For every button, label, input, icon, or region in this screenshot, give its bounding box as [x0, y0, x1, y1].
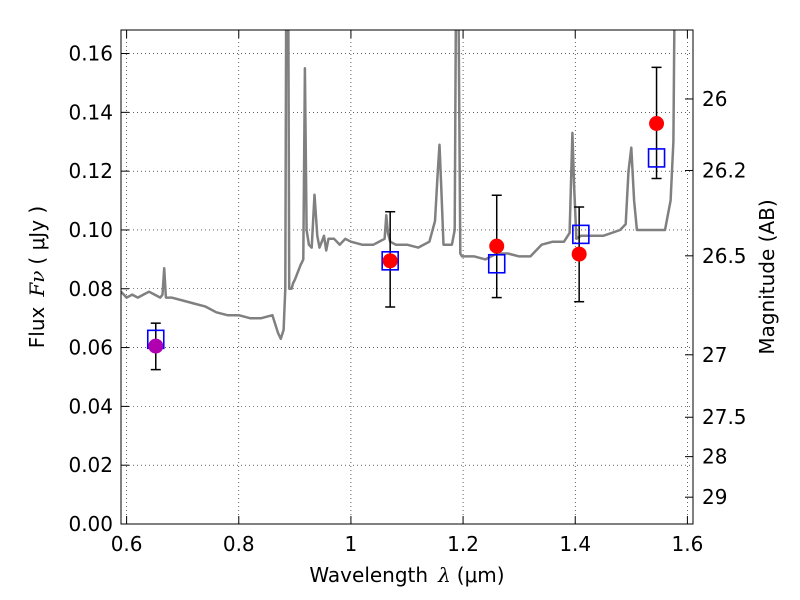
observed-flux-point — [571, 246, 587, 262]
y-tick-label: 0.12 — [68, 159, 113, 183]
x-axis-label: Wavelength λ (μm) — [309, 563, 504, 587]
x-tick-label: 1.6 — [671, 532, 703, 556]
model-spectrum-line — [121, 30, 676, 341]
mag-tick-label: 26.2 — [702, 158, 747, 182]
y-tick-label: 0.06 — [68, 336, 113, 360]
model-flux-square — [647, 148, 666, 168]
model-spectrum-layer — [121, 30, 676, 341]
mag-tick-label: 26 — [702, 87, 727, 111]
y-tick-label: 0.02 — [68, 453, 113, 477]
mag-tick-label: 29 — [702, 485, 727, 509]
y-tick-label: 0.16 — [68, 42, 113, 66]
model-flux-square — [572, 224, 590, 245]
data-points-layer — [146, 66, 666, 371]
y-tick-label: 0.08 — [68, 277, 113, 301]
axis-ticks — [121, 30, 693, 525]
x-tick-label: 1.4 — [559, 532, 591, 556]
y-tick-label: 0.10 — [68, 218, 113, 242]
x-tick-label: 0.6 — [111, 532, 143, 556]
y-axis-label: FluxFν( μJy ) — [25, 206, 49, 348]
y-tick-label: 0.04 — [68, 394, 113, 418]
tick-labels: 0.6 0.8 1 1.2 1.4 1.6 0.00 0.02 0.04 0.06 0.08 0.10… — [68, 42, 746, 556]
y2-axis-label: Magnitude (AB) — [755, 199, 779, 354]
x-tick-label: 1.2 — [447, 532, 479, 556]
mag-tick-label: 28 — [702, 445, 727, 469]
y-tick-label: 0.14 — [68, 100, 113, 124]
observed-flux-point — [382, 253, 398, 269]
x-tick-label: 0.8 — [223, 532, 255, 556]
mag-tick-label: 27 — [702, 343, 727, 367]
observed-flux-point — [489, 238, 505, 254]
x-tick-label: 1 — [345, 532, 358, 556]
mag-tick-label: 26.5 — [702, 244, 747, 268]
mag-tick-label: 27.5 — [702, 405, 747, 429]
plot-frame — [120, 29, 694, 525]
model-flux-square — [381, 251, 399, 271]
observed-flux-point — [649, 116, 665, 132]
y-tick-label: 0.00 — [68, 512, 113, 536]
observed-flux-point — [148, 338, 164, 354]
model-flux-square — [487, 253, 506, 274]
grid — [121, 30, 693, 525]
